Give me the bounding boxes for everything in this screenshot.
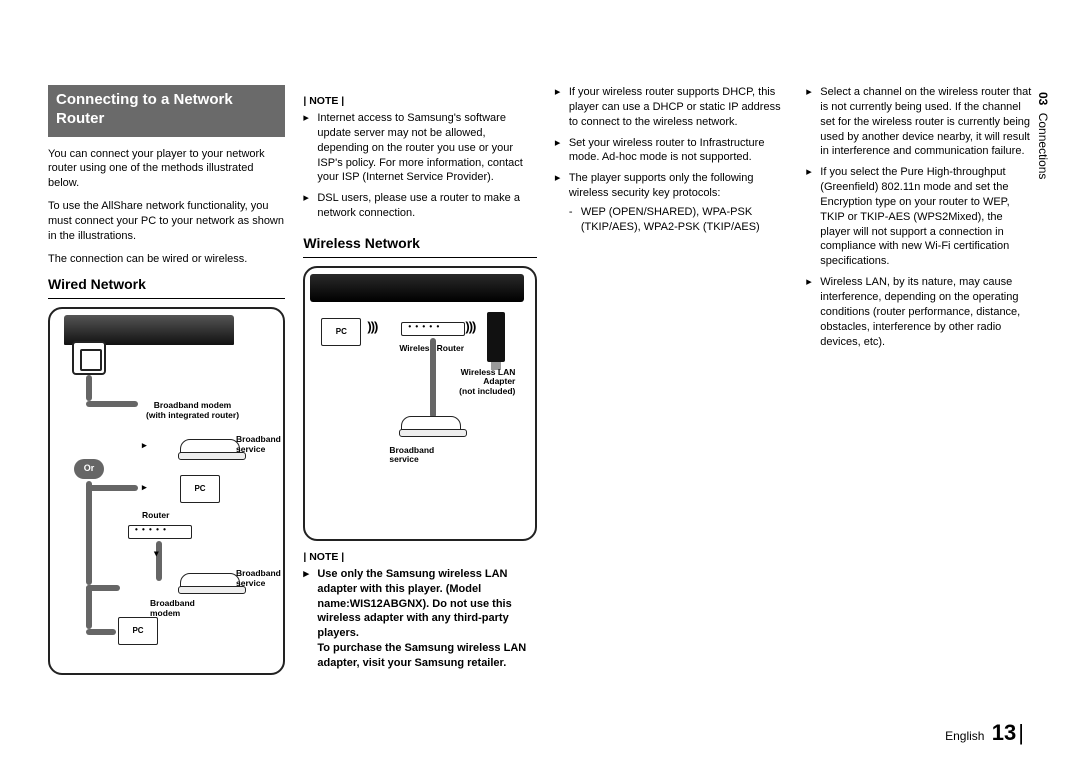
note-item: DSL users, please use a router to make a… bbox=[303, 191, 536, 221]
pc-icon: PC bbox=[118, 617, 158, 645]
footer-page-number: 13 bbox=[992, 720, 1016, 745]
note-list-2: Use only the Samsung wireless LAN adapte… bbox=[303, 567, 536, 671]
broadband-service-label: Broadband service bbox=[389, 446, 434, 465]
pc-icon: PC bbox=[321, 318, 361, 346]
signal-icon: ))) bbox=[367, 320, 377, 334]
bullet-item: If your wireless router supports DHCP, t… bbox=[555, 85, 788, 130]
column-4: Select a channel on the wireless router … bbox=[806, 85, 1032, 677]
modem-icon bbox=[180, 439, 240, 459]
or-badge: Or bbox=[74, 459, 104, 479]
bullet-item: Select a channel on the wireless router … bbox=[806, 85, 1032, 159]
sub-item: WEP (OPEN/SHARED), WPA-PSK (TKIP/AES), W… bbox=[569, 205, 788, 235]
manual-page: 03 Connections Connecting to a Network R… bbox=[0, 0, 1080, 761]
sub-list: WEP (OPEN/SHARED), WPA-PSK (TKIP/AES), W… bbox=[569, 205, 788, 235]
intro-paragraph-1: You can connect your player to your netw… bbox=[48, 147, 285, 192]
broadband-modem-label: Broadband modem bbox=[150, 599, 195, 618]
wired-diagram: Broadband modem (with integrated router)… bbox=[48, 307, 285, 675]
router-label: Router bbox=[142, 511, 169, 520]
wireless-heading: Wireless Network bbox=[303, 235, 536, 251]
broadband-service-label-1: Broadband service bbox=[236, 435, 281, 454]
cable-icon bbox=[86, 585, 92, 629]
note-item-bold: Use only the Samsung wireless LAN adapte… bbox=[303, 567, 536, 671]
note-label: NOTE bbox=[303, 95, 536, 107]
divider bbox=[48, 298, 285, 299]
intro-paragraph-2: To use the AllShare network functionalit… bbox=[48, 199, 285, 244]
router-icon bbox=[128, 525, 192, 539]
wireless-router-icon bbox=[401, 322, 465, 336]
modem-icon bbox=[180, 573, 240, 593]
chapter-label: Connections bbox=[1036, 113, 1050, 180]
footer-bar: | bbox=[1018, 720, 1024, 745]
cable-icon bbox=[430, 338, 436, 418]
section-title: Connecting to a Network Router bbox=[48, 85, 285, 137]
cable-icon bbox=[86, 629, 116, 635]
chapter-number: 03 bbox=[1036, 92, 1050, 105]
page-footer: English 13| bbox=[945, 720, 1024, 746]
bullet-text: The player supports only the following w… bbox=[569, 172, 754, 199]
broadband-service-label-2: Broadband service bbox=[236, 569, 281, 588]
bullet-item: If you select the Pure High-throughput (… bbox=[806, 165, 1032, 269]
bullet-list-col4: Select a channel on the wireless router … bbox=[806, 85, 1032, 349]
bullet-item: The player supports only the following w… bbox=[555, 171, 788, 234]
cable-icon bbox=[156, 541, 162, 581]
cable-icon bbox=[86, 481, 92, 585]
cable-icon bbox=[86, 401, 138, 407]
column-2: NOTE Internet access to Samsung's softwa… bbox=[303, 85, 536, 677]
note-item: Internet access to Samsung's software up… bbox=[303, 111, 536, 185]
intro-paragraph-3: The connection can be wired or wireless. bbox=[48, 252, 285, 267]
column-3: If your wireless router supports DHCP, t… bbox=[555, 85, 788, 677]
wireless-diagram: PC ))) ))) Wireless Router Wireless LAN … bbox=[303, 266, 536, 541]
footer-language: English bbox=[945, 729, 984, 743]
bullet-list-col3: If your wireless router supports DHCP, t… bbox=[555, 85, 788, 235]
signal-icon: ))) bbox=[465, 320, 475, 334]
cable-icon bbox=[86, 375, 92, 401]
pc-icon: PC bbox=[180, 475, 220, 503]
modem-icon bbox=[401, 416, 461, 436]
note-label: NOTE bbox=[303, 551, 536, 563]
player-device-icon bbox=[310, 274, 524, 302]
lan-port-icon bbox=[72, 341, 106, 375]
cable-icon bbox=[86, 485, 138, 491]
content-columns: Connecting to a Network Router You can c… bbox=[48, 85, 1032, 677]
modem-integrated-label: Broadband modem (with integrated router) bbox=[146, 401, 239, 420]
bullet-item: Wireless LAN, by its nature, may cause i… bbox=[806, 275, 1032, 349]
wlan-adapter-label: Wireless LAN Adapter (not included) bbox=[455, 368, 515, 396]
usb-lan-adapter-icon bbox=[487, 312, 505, 362]
chapter-side-tab: 03 Connections bbox=[1036, 92, 1050, 179]
divider bbox=[303, 257, 536, 258]
bullet-item: Set your wireless router to Infrastructu… bbox=[555, 136, 788, 166]
wired-heading: Wired Network bbox=[48, 276, 285, 292]
column-1: Connecting to a Network Router You can c… bbox=[48, 85, 285, 677]
note-list-1: Internet access to Samsung's software up… bbox=[303, 111, 536, 221]
